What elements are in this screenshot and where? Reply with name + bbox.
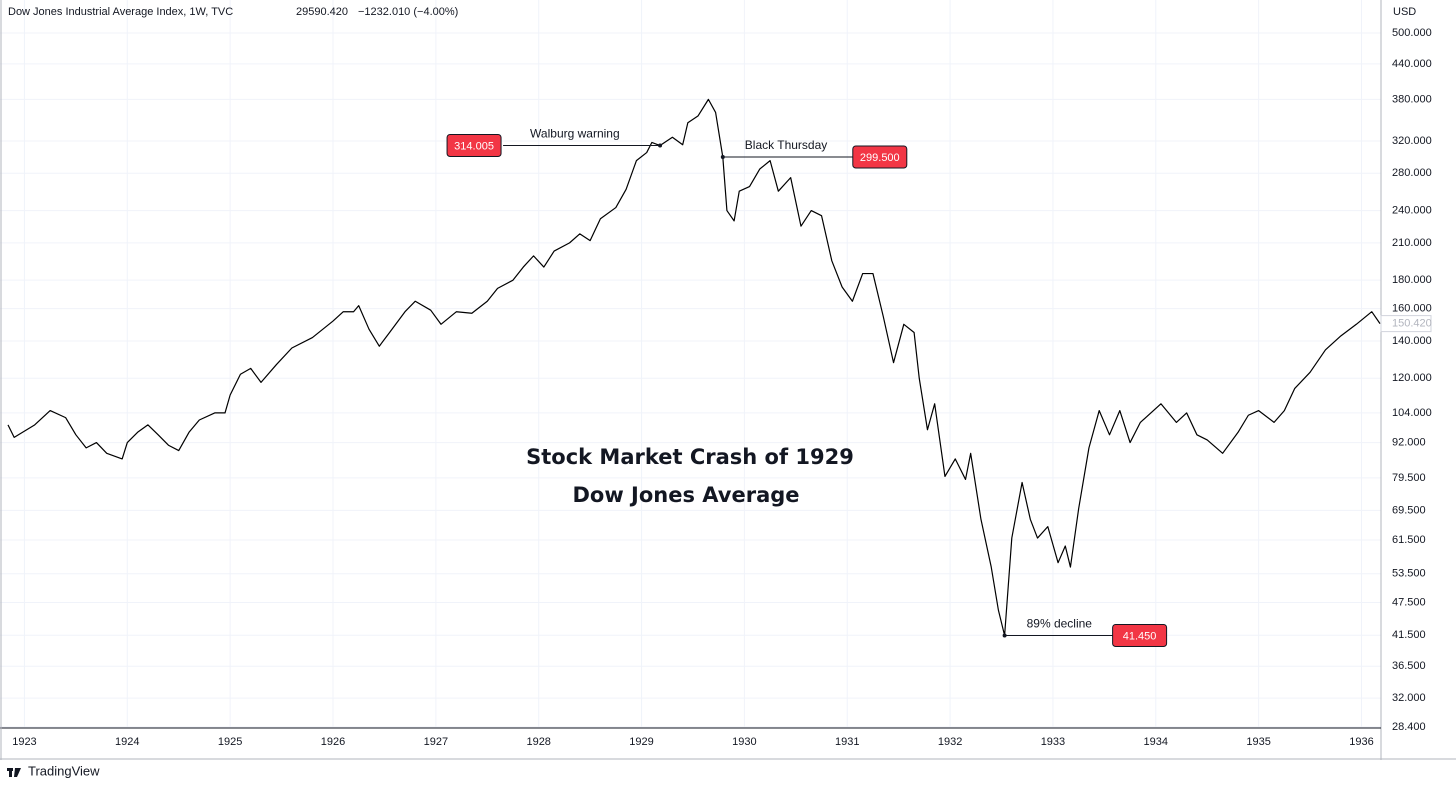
annotation-point: [720, 154, 725, 159]
y-tick-label: 180.000: [1392, 274, 1432, 286]
x-tick-label: 1924: [115, 736, 139, 748]
annotation-point: [658, 143, 663, 148]
y-tick-label: 160.000: [1392, 303, 1432, 315]
y-tick-label: 92.000: [1392, 436, 1426, 448]
annotation-price-box: [852, 145, 908, 169]
y-tick-label: 61.500: [1392, 534, 1426, 546]
annotation-price-box: [446, 134, 502, 158]
plot: [7, 98, 1381, 637]
currency: USD: [1393, 6, 1416, 18]
y-tick-label: 36.500: [1392, 660, 1426, 672]
y-tick-label: 280.000: [1392, 167, 1432, 179]
annotation-price: 314.005: [454, 140, 494, 152]
header-price: 29590.420: [296, 6, 348, 18]
x-tick-label: 1931: [835, 736, 859, 748]
y-tick-label: 69.500: [1392, 504, 1426, 516]
x-tick-label: 1934: [1144, 736, 1168, 748]
x-tick-label: 1928: [526, 736, 550, 748]
x-tick-label: 1929: [629, 736, 653, 748]
y-tick-label: 140.000: [1392, 335, 1432, 347]
annotation-price: 299.500: [860, 152, 900, 164]
annotation-point: [1002, 633, 1007, 638]
x-tick-label: 1935: [1246, 736, 1270, 748]
center-subtitle: Dow Jones Average: [572, 483, 799, 507]
y-tick-label: 380.000: [1392, 93, 1432, 105]
annotation-price-box: [1112, 623, 1168, 647]
x-tick-label: 1927: [424, 736, 448, 748]
x-tick-label: 1926: [321, 736, 345, 748]
x-tick-label: 1932: [938, 736, 962, 748]
price-line: [7, 98, 1381, 637]
grid: [0, 0, 1381, 728]
y-tick-label: 120.000: [1392, 372, 1432, 384]
x-tick-label: 1933: [1041, 736, 1065, 748]
y-tick-label: 440.000: [1392, 58, 1432, 70]
x-tick-label: 1936: [1349, 736, 1373, 748]
center-title: Stock Market Crash of 1929: [526, 445, 854, 469]
annotation-text: Walburg warning: [530, 127, 620, 141]
y-tick-label: 53.500: [1392, 568, 1426, 580]
y-tick-label: 104.000: [1392, 407, 1432, 419]
y-tick-label: 320.000: [1392, 135, 1432, 147]
x-tick-label: 1923: [12, 736, 36, 748]
y-tick-label: 41.500: [1392, 629, 1426, 641]
brand-logo: [7, 768, 21, 777]
y-tick-label: 47.500: [1392, 596, 1426, 608]
x-tick-label: 1930: [732, 736, 756, 748]
brand: TradingView: [28, 763, 100, 778]
chart-title: Dow Jones Industrial Average Index, 1W, …: [8, 6, 233, 18]
y-tick-label: 28.400: [1392, 721, 1426, 733]
x-tick-label: 1925: [218, 736, 242, 748]
y-tick-label: 500.000: [1392, 27, 1432, 39]
y-tick-label: 32.000: [1392, 692, 1426, 704]
last-price-box: [1380, 315, 1432, 333]
annotation-text: Black Thursday: [745, 138, 827, 152]
annotation-text: 89% decline: [1027, 617, 1093, 631]
y-tick-label: 210.000: [1392, 237, 1432, 249]
y-tick-label: 240.000: [1392, 204, 1432, 216]
header-change: −1232.010 (−4.00%): [358, 6, 458, 18]
y-tick-label: 79.500: [1392, 472, 1426, 484]
annotation-price: 41.450: [1123, 630, 1157, 642]
last-price-label: 150.420: [1392, 318, 1432, 330]
